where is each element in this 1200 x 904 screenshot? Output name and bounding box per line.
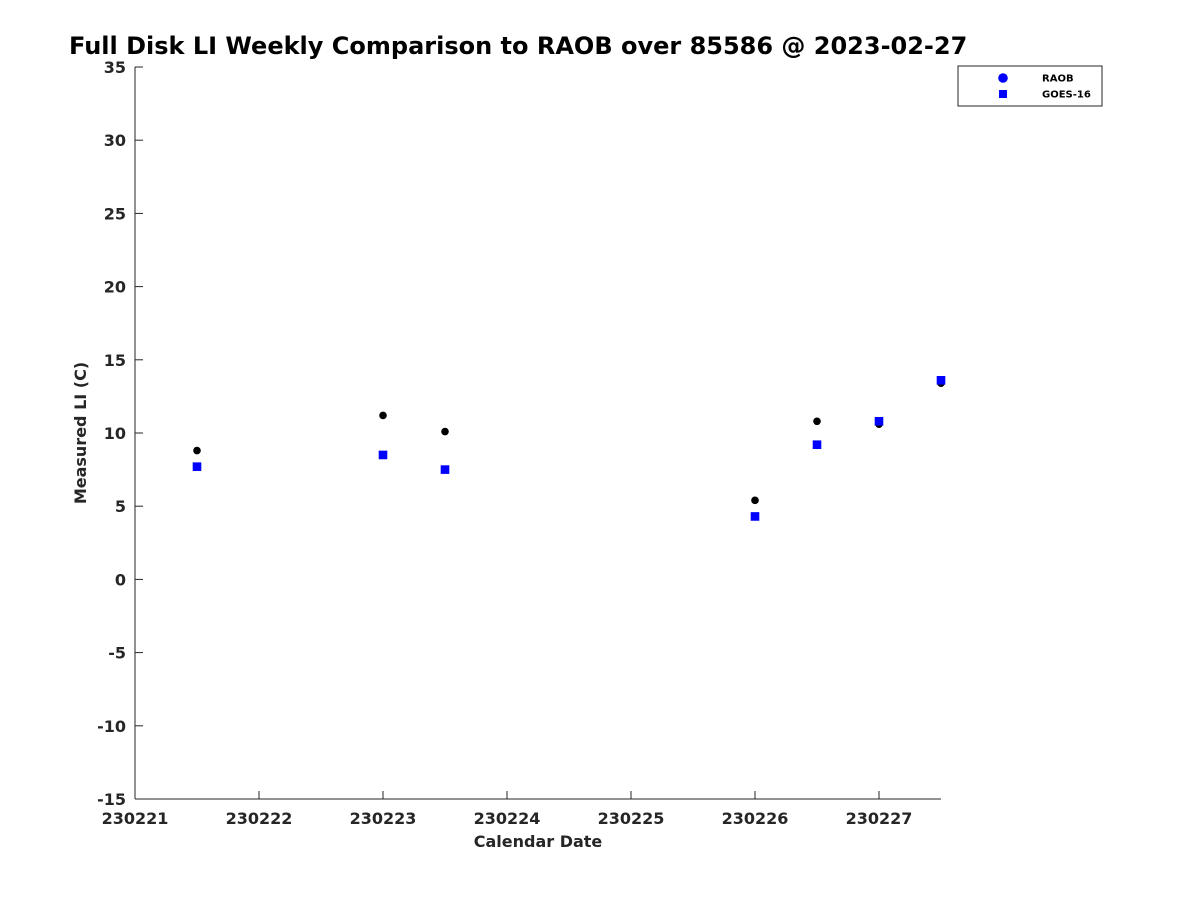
y-tick-label: 25 <box>104 204 126 223</box>
y-axis-label: Measured LI (C) <box>71 362 90 504</box>
y-tick-label: 0 <box>115 570 126 589</box>
y-tick-label: -15 <box>97 790 126 809</box>
goes-16-legend-marker <box>999 90 1007 98</box>
y-tick-label: 35 <box>104 58 126 77</box>
raob-legend-marker <box>998 73 1008 83</box>
raob-point <box>441 427 449 436</box>
y-tick-label: 20 <box>104 278 126 297</box>
x-tick-label: 230225 <box>598 809 665 828</box>
raob-point <box>751 496 759 505</box>
goes-16-point <box>874 416 884 426</box>
y-tick-label: -5 <box>108 644 126 663</box>
x-tick-label: 230223 <box>350 809 417 828</box>
legend-label: GOES-16 <box>1042 90 1091 101</box>
y-tick-label: 15 <box>104 351 126 370</box>
raob-point <box>813 417 821 426</box>
x-tick-label: 230226 <box>722 809 789 828</box>
axes <box>134 67 941 800</box>
legend: RAOB GOES-16 <box>957 65 1103 107</box>
goes-16-point <box>440 465 450 474</box>
legend-box <box>957 65 1103 107</box>
chart-title: Full Disk LI Weekly Comparison to RAOB o… <box>69 32 967 60</box>
x-tick-label: 230224 <box>474 809 541 828</box>
x-tick-label: 230222 <box>226 809 293 828</box>
goes-16-point <box>812 440 822 450</box>
y-tick-label: 5 <box>115 497 126 516</box>
goes-16-point <box>192 462 202 471</box>
goes-16-point <box>750 512 760 521</box>
x-tick-label: 230221 <box>102 809 169 828</box>
x-tick-label: 230227 <box>846 809 913 828</box>
y-tick-label: 30 <box>104 131 126 150</box>
goes-16-point <box>378 450 388 460</box>
data-points <box>192 375 946 521</box>
raob-point <box>379 411 387 420</box>
y-tick-label: -10 <box>97 717 126 736</box>
goes-16-point <box>936 375 946 385</box>
raob-point <box>193 446 201 455</box>
y-tick-label: 10 <box>104 424 126 443</box>
x-axis-label: Calendar Date <box>474 832 603 851</box>
legend-label: RAOB <box>1042 74 1074 85</box>
